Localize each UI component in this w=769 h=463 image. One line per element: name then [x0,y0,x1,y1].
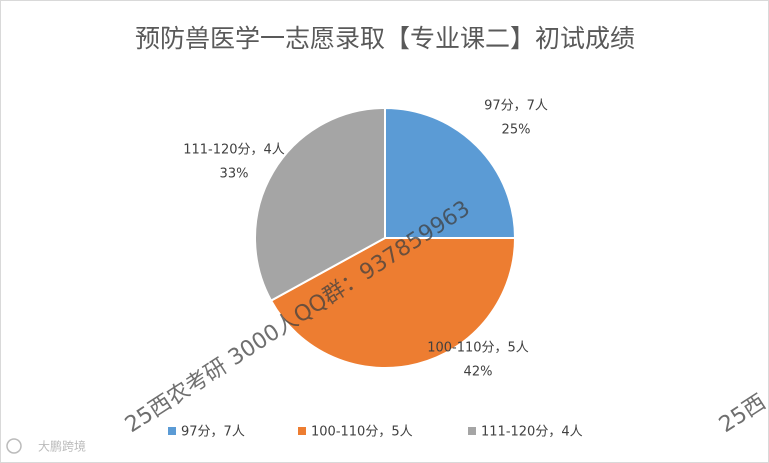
data-label-category: 97分，7人 [484,99,548,114]
data-label-percent: 33% [220,167,249,182]
legend-label: 97分，7人 [181,425,245,440]
data-label-percent: 25% [502,123,531,138]
legend-swatch [168,427,176,435]
data-label-category: 100-110分，5人 [427,341,529,356]
watermark: 大鹏跨境 [38,439,86,454]
data-label-percent: 42% [464,365,493,380]
pie-slice [269,237,517,369]
pie-slice [384,106,517,239]
legend-label: 111-120分，4人 [481,425,583,440]
chart-title: 预防兽医学一志愿录取【专业课二】初试成绩 [135,24,635,53]
legend-swatch [298,427,306,435]
legend-swatch [468,427,476,435]
data-label-category: 111-120分，4人 [183,143,285,158]
pie-slice [254,106,386,302]
logo-icon [6,438,22,454]
legend-label: 100-110分，5人 [311,425,413,440]
